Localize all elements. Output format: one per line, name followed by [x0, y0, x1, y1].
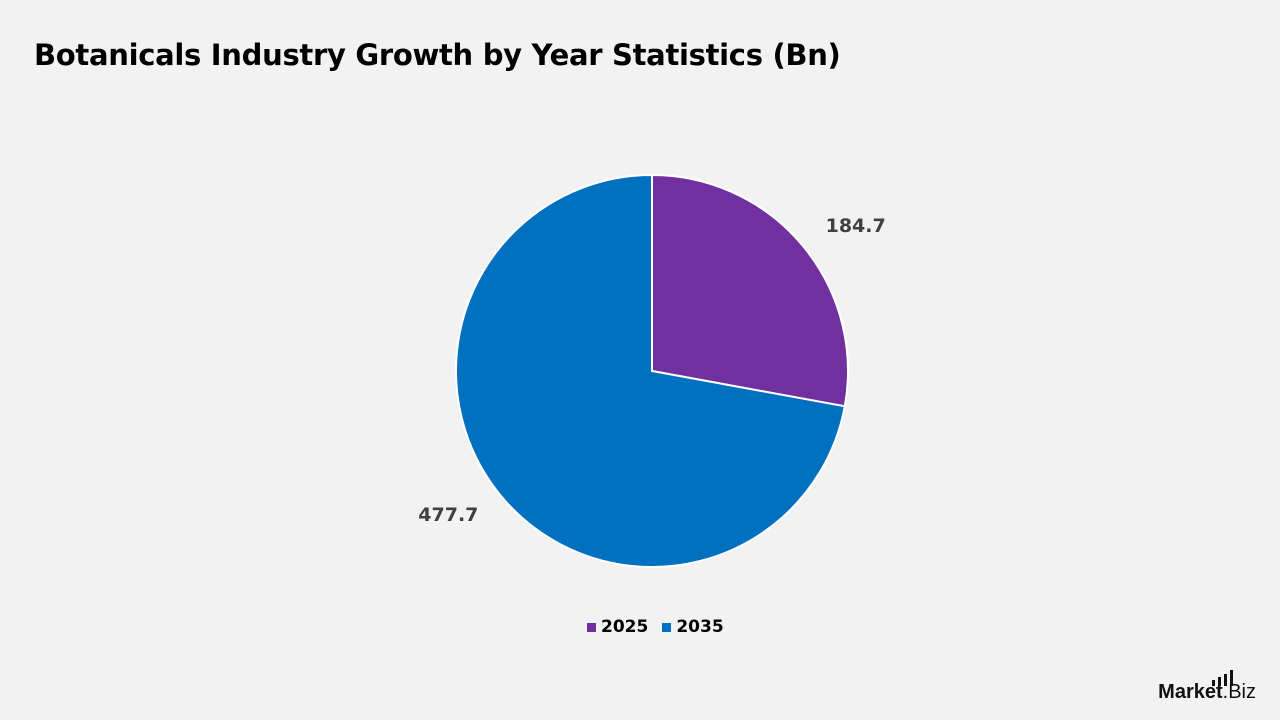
bars-icon [1212, 670, 1236, 686]
brand-logo: Market .Biz [1158, 670, 1256, 704]
legend-swatch-2025 [587, 622, 596, 632]
pie-slice-2035 [455, 173, 846, 568]
legend-label-2025: 2025 [601, 617, 649, 637]
data-label-2025: 184.7 [826, 215, 886, 237]
brand-logo-bold: Market [1158, 681, 1223, 703]
chart-title: Botanicals Industry Growth by Year Stati… [34, 38, 841, 72]
pie-slice-2025 [651, 173, 849, 408]
data-label-2035: 477.7 [418, 504, 478, 526]
legend-swatch-2035 [662, 622, 672, 632]
legend-item-2025: 2025 [587, 617, 648, 637]
legend-item-2035: 2035 [662, 617, 724, 637]
brand-logo-suffix: .Biz [1222, 681, 1256, 703]
legend-label-2035: 2035 [676, 617, 724, 637]
chart-legend: 2025 2035 [587, 617, 738, 637]
